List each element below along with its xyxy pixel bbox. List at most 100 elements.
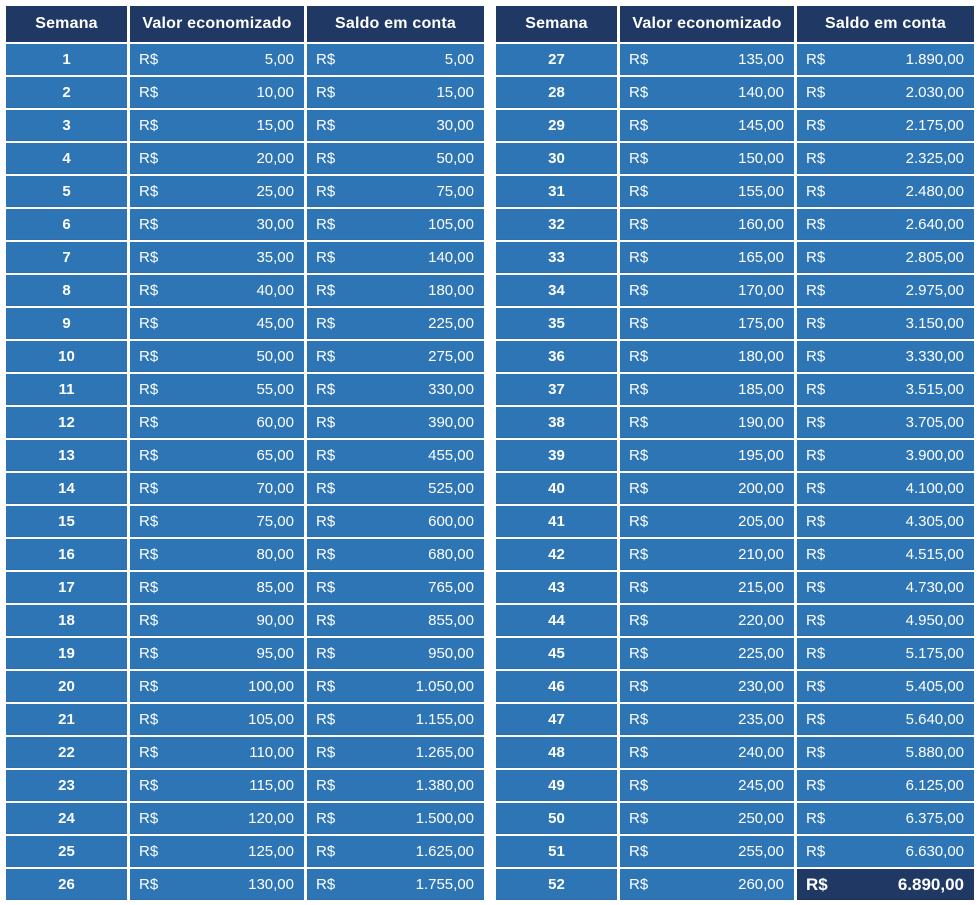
amount: 210,00	[738, 546, 784, 563]
balance-cell: R$ 140,00	[307, 242, 484, 273]
currency-symbol: R$	[629, 315, 649, 332]
balance-cell: R$ 1.380,00	[307, 770, 484, 801]
currency-symbol: R$	[806, 612, 826, 629]
amount: 200,00	[738, 480, 784, 497]
amount: 215,00	[738, 579, 784, 596]
saved-cell: R$ 130,00	[130, 869, 304, 900]
amount: 145,00	[738, 117, 784, 134]
balance-cell: R$ 1.890,00	[797, 44, 974, 75]
currency-symbol: R$	[806, 183, 826, 200]
currency-symbol: R$	[316, 249, 336, 266]
currency-symbol: R$	[316, 612, 336, 629]
currency-symbol: R$	[806, 84, 826, 101]
amount: 5.880,00	[905, 744, 964, 761]
currency-symbol: R$	[139, 546, 159, 563]
balance-cell: R$ 1.625,00	[307, 836, 484, 867]
amount: 455,00	[428, 447, 474, 464]
saved-cell: R$ 100,00	[130, 671, 304, 702]
currency-symbol: R$	[316, 150, 336, 167]
amount: 260,00	[738, 876, 784, 893]
week-cell: 28	[496, 77, 617, 108]
week-cell: 39	[496, 440, 617, 471]
currency-symbol: R$	[629, 513, 649, 530]
week-cell: 4	[6, 143, 127, 174]
saved-cell: R$ 230,00	[620, 671, 794, 702]
currency-symbol: R$	[316, 678, 336, 695]
amount: 6.125,00	[905, 777, 964, 794]
week-cell: 37	[496, 374, 617, 405]
week-cell: 31	[496, 176, 617, 207]
currency-symbol: R$	[629, 117, 649, 134]
balance-cell: R$ 180,00	[307, 275, 484, 306]
saved-cell: R$ 125,00	[130, 836, 304, 867]
amount: 195,00	[738, 447, 784, 464]
currency-symbol: R$	[806, 381, 826, 398]
currency-symbol: R$	[806, 843, 826, 860]
currency-symbol: R$	[316, 84, 336, 101]
week-cell: 47	[496, 704, 617, 735]
balance-cell: R$ 3.515,00	[797, 374, 974, 405]
balance-cell: R$ 105,00	[307, 209, 484, 240]
amount: 240,00	[738, 744, 784, 761]
currency-symbol: R$	[316, 513, 336, 530]
amount: 180,00	[428, 282, 474, 299]
week-cell: 50	[496, 803, 617, 834]
amount: 950,00	[428, 645, 474, 662]
amount: 5.640,00	[905, 711, 964, 728]
amount: 45,00	[256, 315, 294, 332]
currency-symbol: R$	[629, 810, 649, 827]
amount: 1.890,00	[905, 51, 964, 68]
header-semana: Semana	[496, 6, 617, 42]
amount: 275,00	[428, 348, 474, 365]
amount: 130,00	[248, 876, 294, 893]
amount: 115,00	[249, 777, 294, 794]
week-cell: 38	[496, 407, 617, 438]
amount: 235,00	[738, 711, 784, 728]
week-cell: 8	[6, 275, 127, 306]
amount: 2.175,00	[905, 117, 964, 134]
balance-cell: R$ 1.050,00	[307, 671, 484, 702]
currency-symbol: R$	[806, 117, 826, 134]
amount: 205,00	[738, 513, 784, 530]
saved-cell: R$ 190,00	[620, 407, 794, 438]
balance-cell: R$ 455,00	[307, 440, 484, 471]
currency-symbol: R$	[629, 216, 649, 233]
balance-cell: R$ 5,00	[307, 44, 484, 75]
amount: 525,00	[428, 480, 474, 497]
balance-cell: R$ 2.030,00	[797, 77, 974, 108]
amount: 4.515,00	[905, 546, 964, 563]
week-cell: 19	[6, 638, 127, 669]
currency-symbol: R$	[139, 348, 159, 365]
week-cell: 9	[6, 308, 127, 339]
currency-symbol: R$	[139, 150, 159, 167]
amount: 160,00	[738, 216, 784, 233]
amount: 170,00	[738, 282, 784, 299]
currency-symbol: R$	[629, 282, 649, 299]
currency-symbol: R$	[316, 843, 336, 860]
saved-cell: R$ 15,00	[130, 110, 304, 141]
currency-symbol: R$	[629, 348, 649, 365]
saved-cell: R$ 45,00	[130, 308, 304, 339]
amount: 15,00	[436, 84, 474, 101]
currency-symbol: R$	[806, 480, 826, 497]
amount: 20,00	[256, 150, 294, 167]
currency-symbol: R$	[806, 348, 826, 365]
amount: 2.640,00	[905, 216, 964, 233]
amount: 4.100,00	[905, 480, 964, 497]
saved-cell: R$ 150,00	[620, 143, 794, 174]
week-cell: 29	[496, 110, 617, 141]
saved-cell: R$ 10,00	[130, 77, 304, 108]
saved-cell: R$ 40,00	[130, 275, 304, 306]
header-saldo-em-conta: Saldo em conta	[307, 6, 484, 42]
saved-cell: R$ 240,00	[620, 737, 794, 768]
currency-symbol: R$	[139, 612, 159, 629]
week-cell: 33	[496, 242, 617, 273]
amount: 6.630,00	[905, 843, 964, 860]
balance-cell: R$ 275,00	[307, 341, 484, 372]
amount: 5.175,00	[905, 645, 964, 662]
balance-cell: R$ 765,00	[307, 572, 484, 603]
currency-symbol: R$	[139, 711, 159, 728]
balance-cell: R$ 75,00	[307, 176, 484, 207]
week-cell: 49	[496, 770, 617, 801]
